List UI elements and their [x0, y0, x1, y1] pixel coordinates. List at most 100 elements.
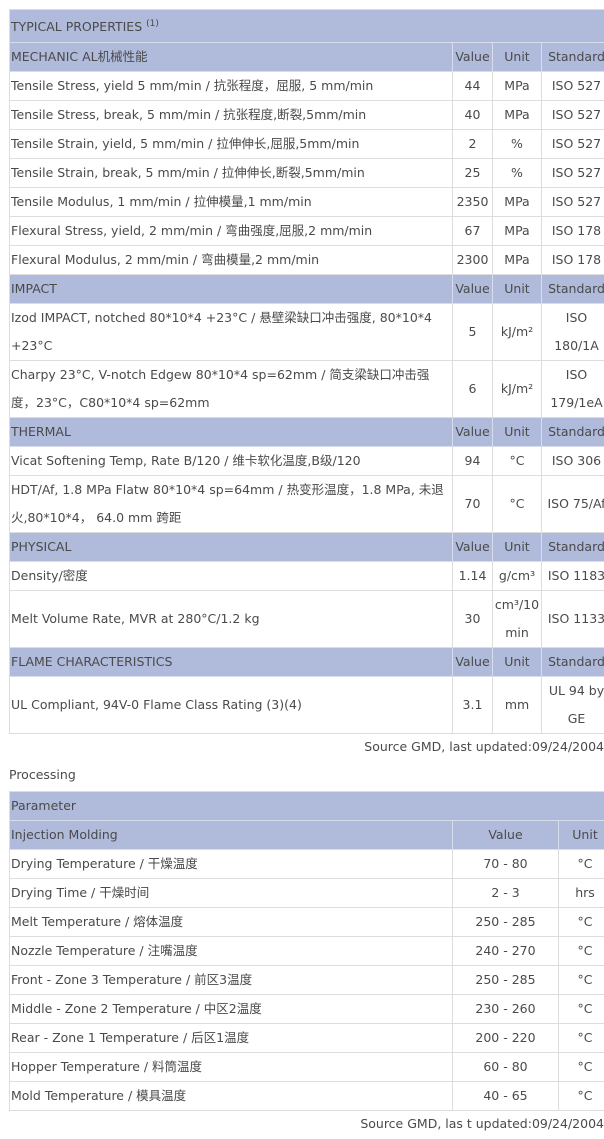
unit-cell: kJ/m²: [492, 360, 542, 418]
col-header: Value: [452, 647, 493, 677]
unit-cell: °C: [557, 1052, 604, 1082]
property-name-cell: Izod IMPACT, notched 80*10*4 +23°C / 悬壁梁…: [9, 303, 453, 361]
table-row: Density/密度 1.14 g/cm³ ISO 1183: [9, 561, 604, 591]
standard-cell: ISO 179/1eA: [541, 360, 604, 418]
col-header: Value: [452, 820, 559, 850]
col-header: Standard: [541, 532, 604, 562]
value-cell: 250 - 285: [452, 907, 559, 937]
col-header: Unit: [492, 417, 542, 447]
value-cell: 70: [452, 475, 493, 533]
property-name-cell: Charpy 23°C, V-notch Edgew 80*10*4 sp=62…: [9, 360, 453, 418]
property-name-cell: Melt Volume Rate, MVR at 280°C/1.2 kg: [9, 590, 453, 648]
col-header: Standard: [541, 274, 604, 304]
value-cell: 25: [452, 158, 493, 188]
col-header: Standard: [541, 417, 604, 447]
property-name-cell: Flexural Stress, yield, 2 mm/min / 弯曲强度,…: [9, 216, 453, 246]
table-row: Tensile Strain, break, 5 mm/min / 拉伸伸长,断…: [9, 158, 604, 188]
table-row: Izod IMPACT, notched 80*10*4 +23°C / 悬壁梁…: [9, 303, 604, 361]
value-cell: 1.14: [452, 561, 493, 591]
processing-label: Processing: [9, 767, 76, 782]
parameter-name-cell: Drying Time / 干燥时间: [9, 878, 453, 908]
unit-cell: MPa: [492, 100, 542, 130]
value-cell: 6: [452, 360, 493, 418]
property-name-cell: Tensile Modulus, 1 mm/min / 拉伸模量,1 mm/mi…: [9, 187, 453, 217]
unit-cell: °C: [492, 475, 542, 533]
table-row: Flexural Modulus, 2 mm/min / 弯曲模量,2 mm/m…: [9, 245, 604, 275]
table-row: Charpy 23°C, V-notch Edgew 80*10*4 sp=62…: [9, 360, 604, 418]
parameter-name-cell: Mold Temperature / 模具温度: [9, 1081, 453, 1111]
processing-table: Parameter Injection Molding Value Unit D…: [8, 791, 604, 1111]
value-cell: 40 - 65: [452, 1081, 559, 1111]
unit-cell: MPa: [492, 245, 542, 275]
table-row: Melt Volume Rate, MVR at 280°C/1.2 kg 30 c…: [9, 590, 604, 648]
unit-cell: °C: [557, 1081, 604, 1111]
parameter-name-cell: Rear - Zone 1 Temperature / 后区1温度: [9, 1023, 453, 1053]
value-cell: 2350: [452, 187, 493, 217]
table-row: Tensile Modulus, 1 mm/min / 拉伸模量,1 mm/mi…: [9, 187, 604, 217]
section-header: FLAME CHARACTERISTICS: [9, 647, 453, 677]
table-row: Hopper Temperature / 料筒温度 60 - 80 °C: [9, 1052, 604, 1082]
property-name-cell: HDT/Af, 1.8 MPa Flatw 80*10*4 sp=64mm / …: [9, 475, 453, 533]
standard-cell: ISO 1183: [541, 561, 604, 591]
col-header: Unit: [492, 532, 542, 562]
unit-cell: °C: [557, 907, 604, 937]
unit-cell: cm³/10 min: [492, 590, 542, 648]
table-row: Vicat Softening Temp, Rate B/120 / 维卡软化温…: [9, 446, 604, 476]
standard-cell: UL 94 by GE: [541, 676, 604, 734]
value-cell: 40: [452, 100, 493, 130]
unit-cell: °C: [557, 965, 604, 995]
unit-cell: kJ/m²: [492, 303, 542, 361]
value-cell: 2300: [452, 245, 493, 275]
property-name-cell: Tensile Strain, break, 5 mm/min / 拉伸伸长,断…: [9, 158, 453, 188]
table-row: Mold Temperature / 模具温度 40 - 65 °C: [9, 1081, 604, 1111]
value-cell: 230 - 260: [452, 994, 559, 1024]
unit-cell: °C: [557, 936, 604, 966]
value-cell: 44: [452, 71, 493, 101]
col-header: Standard: [541, 42, 604, 72]
parameter-name-cell: Melt Temperature / 熔体温度: [9, 907, 453, 937]
property-name-cell: Density/密度: [9, 561, 453, 591]
unit-cell: MPa: [492, 71, 542, 101]
table-row: Rear - Zone 1 Temperature / 后区1温度 200 - 2…: [9, 1023, 604, 1053]
unit-cell: %: [492, 129, 542, 159]
value-cell: 5: [452, 303, 493, 361]
properties-source-note: Source GMD, last updated:09/24/2004: [364, 739, 604, 754]
col-header: Unit: [492, 42, 542, 72]
property-name-cell: UL Compliant, 94V-0 Flame Class Rating (…: [9, 676, 453, 734]
standard-cell: ISO 527: [541, 100, 604, 130]
standard-cell: ISO 527: [541, 187, 604, 217]
table-row: HDT/Af, 1.8 MPa Flatw 80*10*4 sp=64mm / …: [9, 475, 604, 533]
table-row: Front - Zone 3 Temperature / 前区3温度 250 - …: [9, 965, 604, 995]
parameter-header: Parameter: [8, 791, 604, 821]
unit-cell: °C: [557, 849, 604, 879]
col-header: Standard: [541, 647, 604, 677]
standard-cell: ISO 1133: [541, 590, 604, 648]
unit-cell: MPa: [492, 216, 542, 246]
table-row: Drying Temperature / 干燥温度 70 - 80 °C: [9, 849, 604, 879]
table-row: Melt Temperature / 熔体温度 250 - 285 °C: [9, 907, 604, 937]
standard-cell: ISO 527: [541, 71, 604, 101]
value-cell: 200 - 220: [452, 1023, 559, 1053]
standard-cell: ISO 178: [541, 216, 604, 246]
section-header: PHYSICAL: [9, 532, 453, 562]
col-header: Value: [452, 532, 493, 562]
standard-cell: ISO 178: [541, 245, 604, 275]
col-header: Unit: [492, 647, 542, 677]
section-header: IMPACT: [9, 274, 453, 304]
value-cell: 67: [452, 216, 493, 246]
value-cell: 30: [452, 590, 493, 648]
value-cell: 60 - 80: [452, 1052, 559, 1082]
property-name-cell: Tensile Strain, yield, 5 mm/min / 拉伸伸长,屈…: [9, 129, 453, 159]
value-cell: 2 - 3: [452, 878, 559, 908]
unit-cell: mm: [492, 676, 542, 734]
col-header: Unit: [557, 820, 604, 850]
value-cell: 250 - 285: [452, 965, 559, 995]
parameter-name-cell: Hopper Temperature / 料筒温度: [9, 1052, 453, 1082]
unit-cell: g/cm³: [492, 561, 542, 591]
col-header: Unit: [492, 274, 542, 304]
table-row: Flexural Stress, yield, 2 mm/min / 弯曲强度,…: [9, 216, 604, 246]
typical-properties-table: TYPICAL PROPERTIES (1) MECHANIC AL机械性能 Va…: [9, 9, 604, 734]
section-header: THERMAL: [9, 417, 453, 447]
unit-cell: MPa: [492, 187, 542, 217]
standard-cell: ISO 527: [541, 129, 604, 159]
